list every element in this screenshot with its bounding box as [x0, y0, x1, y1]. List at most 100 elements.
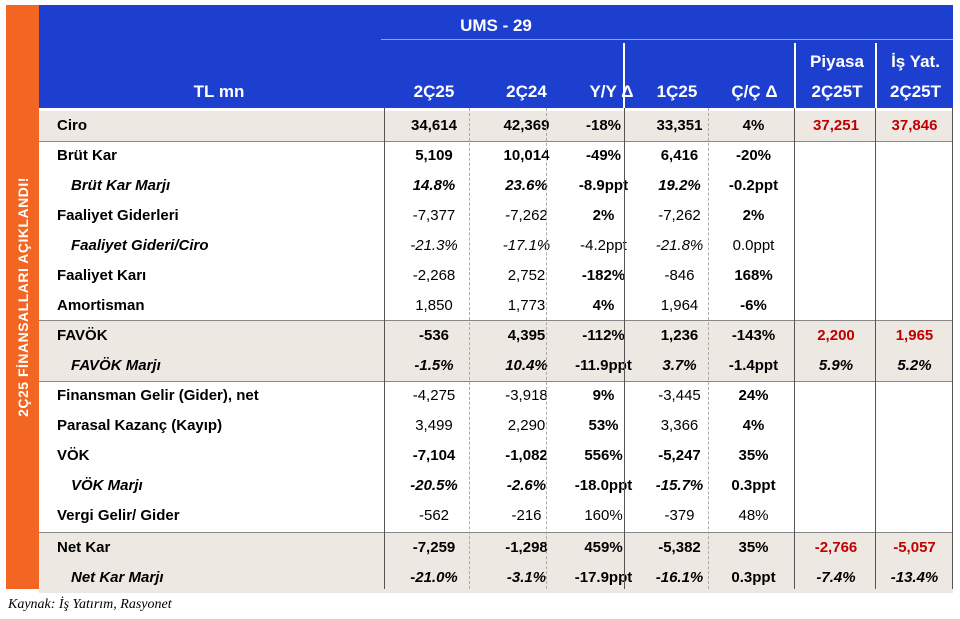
cell-isyat: -5,057 [893, 539, 936, 556]
cell-2q25: 5,109 [415, 147, 453, 164]
cell-isyat [876, 471, 953, 501]
row-label: Parasal Kazanç (Kayıp) [57, 417, 223, 434]
header-label: TL mn [193, 82, 245, 101]
cell-1q25: 1,236 [660, 327, 699, 344]
cell-2q24: 23.6% [505, 177, 548, 194]
cell-isyat [876, 291, 953, 321]
cell-yoy: -182% [581, 267, 626, 284]
cell-2q25: -2,268 [412, 267, 456, 284]
cell-market: 5.9% [818, 357, 854, 374]
cell-isyat [876, 441, 953, 471]
row-label: FAVÖK [57, 327, 108, 344]
row-label: Net Kar Marjı [71, 569, 164, 586]
cell-1q25: 3.7% [662, 357, 697, 374]
cell-qoq: 0.3ppt [731, 477, 776, 494]
row-label: Faaliyet Karı [57, 267, 147, 284]
cell-2q25: -536 [418, 327, 450, 344]
table-row: Parasal Kazanç (Kayıp) 3,499 2,290 53% 3… [39, 411, 953, 441]
header-isyat-bottom: 2Ç25T [889, 82, 942, 101]
cell-market: 2,200 [817, 327, 855, 344]
cell-isyat [876, 201, 953, 231]
header-qoq: Ç/Ç Δ [731, 82, 778, 101]
cell-yoy: 160% [584, 507, 623, 524]
row-label: VÖK Marjı [71, 477, 143, 494]
cell-yoy: 9% [592, 387, 615, 404]
cell-1q25: 33,351 [656, 117, 703, 134]
column-divider [546, 108, 547, 589]
column-divider [624, 108, 625, 589]
cell-2q24: -216 [511, 507, 542, 524]
cell-2q24: 2,752 [507, 267, 546, 284]
cell-market [796, 441, 876, 471]
table-row: Vergi Gelir/ Gider -562 -216 160% -379 4… [39, 501, 953, 531]
header-yoy: Y/Y Δ [589, 82, 634, 101]
cell-1q25: 1,964 [660, 297, 699, 314]
row-label: Brüt Kar [57, 147, 118, 164]
cell-1q25: -5,247 [658, 447, 701, 464]
cell-2q24: 10.4% [505, 357, 548, 374]
cell-2q24: 4,395 [507, 327, 546, 344]
table-title: UMS - 29 [460, 16, 532, 35]
table-row: Faaliyet Giderleri -7,377 -7,262 2% -7,2… [39, 201, 953, 231]
row-label: FAVÖK Marjı [71, 357, 161, 374]
header-separator [623, 43, 625, 108]
cell-yoy: 2% [592, 207, 615, 224]
cell-market [796, 171, 876, 201]
cell-market [796, 411, 876, 441]
cell-1q25: -379 [664, 507, 695, 524]
cell-qoq: -0.2ppt [728, 177, 779, 194]
cell-2q24: -17.1% [502, 237, 551, 254]
cell-1q25: -5,382 [658, 539, 701, 556]
source-note: Kaynak: İş Yatırım, Rasyonet [8, 597, 172, 612]
cell-market [796, 291, 876, 321]
table-row: VÖK -7,104 -1,082 556% -5,247 35% [39, 441, 953, 471]
cell-qoq: 24% [738, 387, 769, 404]
table-row: FAVÖK -536 4,395 -112% 1,236 -143% 2,200… [39, 321, 953, 351]
table-row: Finansman Gelir (Gider), net -4,275 -3,9… [39, 381, 953, 411]
sidebar-banner: 2Ç25 FİNANSALLARI AÇIKLANDI! [6, 5, 39, 589]
cell-isyat: 37,846 [891, 117, 938, 134]
cell-isyat [876, 171, 953, 201]
row-label: Net Kar [57, 539, 111, 556]
header-2q25: 2Ç25 [413, 82, 455, 101]
table-body: Ciro 34,614 42,369 -18% 33,351 4% 37,251… [39, 108, 953, 593]
cell-2q24: -3,918 [505, 387, 548, 404]
cell-2q25: -7,377 [412, 207, 456, 224]
cell-2q25: -21.3% [410, 237, 458, 254]
column-divider [794, 108, 795, 589]
cell-market [796, 231, 876, 261]
row-divider [39, 320, 953, 321]
cell-isyat [876, 381, 953, 411]
cell-qoq: -143% [731, 327, 776, 344]
cell-market [796, 141, 876, 171]
cell-qoq: 168% [734, 267, 773, 284]
row-label: Finansman Gelir (Gider), net [57, 387, 259, 404]
column-divider [952, 108, 953, 589]
cell-2q24: -2.6% [506, 477, 547, 494]
cell-qoq: 0.0ppt [732, 237, 775, 254]
cell-qoq: 35% [738, 539, 769, 556]
header-isyat-top: İş Yat. [891, 52, 940, 71]
cell-2q25: 3,499 [415, 417, 453, 434]
cell-1q25: 3,366 [660, 417, 699, 434]
table-row: FAVÖK Marjı -1.5% 10.4% -11.9ppt 3.7% -1… [39, 351, 953, 381]
cell-market [796, 501, 876, 531]
row-label: Brüt Kar Marjı [71, 177, 171, 194]
cell-isyat [876, 261, 953, 291]
sidebar-label: 2Ç25 FİNANSALLARI AÇIKLANDI! [14, 177, 31, 417]
cell-market: -7.4% [816, 569, 856, 586]
cell-2q24: -3.1% [506, 569, 547, 586]
header-2q24: 2Ç24 [506, 82, 547, 101]
row-divider [39, 381, 953, 382]
cell-qoq: -6% [740, 297, 767, 314]
table-row: Faaliyet Gideri/Ciro -21.3% -17.1% -4.2p… [39, 231, 953, 261]
cell-1q25: 19.2% [658, 177, 701, 194]
cell-yoy: -49% [585, 147, 622, 164]
cell-qoq: 35% [738, 447, 769, 464]
cell-market: 37,251 [813, 117, 859, 134]
cell-yoy: -18% [585, 117, 622, 134]
cell-qoq: 4% [742, 117, 765, 134]
cell-isyat: -13.4% [890, 569, 939, 586]
cell-2q25: -4,275 [412, 387, 456, 404]
header-separator [794, 43, 796, 108]
